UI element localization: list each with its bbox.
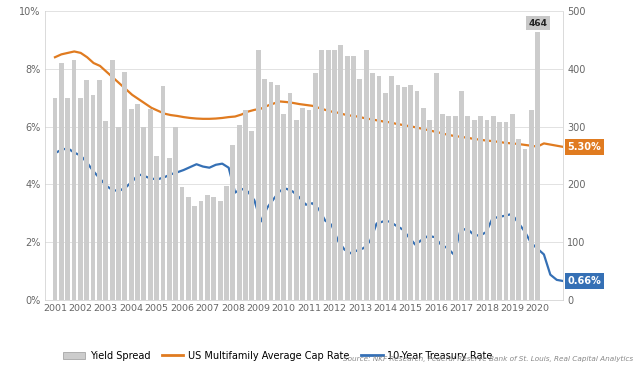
Bar — [218, 201, 223, 300]
Bar — [415, 91, 419, 300]
Bar — [358, 79, 362, 300]
Text: 0.66%: 0.66% — [568, 276, 601, 286]
Bar — [440, 114, 445, 300]
Bar — [192, 206, 197, 300]
Bar — [536, 32, 540, 300]
Bar — [326, 50, 330, 300]
Bar — [472, 120, 477, 300]
Bar — [510, 114, 515, 300]
Bar — [491, 116, 496, 300]
Bar — [154, 156, 159, 300]
Bar — [65, 98, 70, 300]
Bar — [97, 81, 102, 300]
Bar — [211, 197, 216, 300]
Bar — [224, 186, 229, 300]
Bar — [421, 108, 426, 300]
Bar — [452, 116, 458, 300]
Bar — [52, 98, 58, 300]
Bar — [269, 82, 273, 300]
Bar — [300, 108, 305, 300]
Bar — [484, 120, 490, 300]
Bar — [109, 60, 115, 300]
Bar — [129, 109, 134, 300]
Bar — [383, 93, 388, 300]
Bar — [370, 74, 375, 300]
Bar — [396, 85, 401, 300]
Bar — [262, 79, 267, 300]
Bar — [135, 104, 140, 300]
Bar — [478, 116, 483, 300]
Bar — [256, 50, 260, 300]
Bar — [428, 120, 432, 300]
Bar — [167, 158, 172, 300]
Bar — [345, 56, 349, 300]
Bar — [205, 195, 210, 300]
Bar — [364, 50, 369, 300]
Bar — [497, 122, 502, 300]
Bar — [465, 116, 470, 300]
Bar — [389, 76, 394, 300]
Bar — [504, 122, 508, 300]
Bar — [307, 111, 312, 300]
Bar — [84, 81, 89, 300]
Bar — [237, 126, 242, 300]
Bar — [116, 127, 121, 300]
Bar — [180, 187, 184, 300]
Bar — [529, 111, 534, 300]
Bar — [339, 45, 343, 300]
Bar — [523, 149, 527, 300]
Bar — [408, 85, 413, 300]
Bar — [351, 56, 356, 300]
Bar — [141, 127, 147, 300]
Bar — [275, 85, 280, 300]
Bar — [78, 98, 83, 300]
Text: 464: 464 — [528, 19, 547, 27]
Bar — [402, 87, 407, 300]
Bar — [376, 76, 381, 300]
Bar — [332, 50, 337, 300]
Bar — [186, 197, 191, 300]
Bar — [173, 127, 178, 300]
Bar — [313, 74, 318, 300]
Bar — [148, 109, 153, 300]
Bar — [516, 139, 521, 300]
Bar — [294, 120, 299, 300]
Bar — [281, 114, 286, 300]
Bar — [447, 116, 451, 300]
Bar — [59, 63, 64, 300]
Bar — [161, 86, 165, 300]
Text: Source: NKF Research, Federal Reserve Bank of St. Louis, Real Capital Analytics: Source: NKF Research, Federal Reserve Ba… — [344, 356, 634, 362]
Bar — [250, 131, 254, 300]
Bar — [91, 95, 95, 300]
Bar — [72, 60, 76, 300]
Bar — [243, 111, 248, 300]
Bar — [459, 91, 464, 300]
Bar — [319, 50, 324, 300]
Text: 5.30%: 5.30% — [568, 142, 601, 152]
Bar — [230, 145, 236, 300]
Bar — [122, 72, 127, 300]
Bar — [434, 74, 438, 300]
Bar — [198, 201, 204, 300]
Bar — [287, 93, 292, 300]
Legend: Yield Spread, US Multifamily Average Cap Rate, 10-Year Treasury Rate: Yield Spread, US Multifamily Average Cap… — [60, 347, 497, 365]
Bar — [104, 121, 108, 300]
